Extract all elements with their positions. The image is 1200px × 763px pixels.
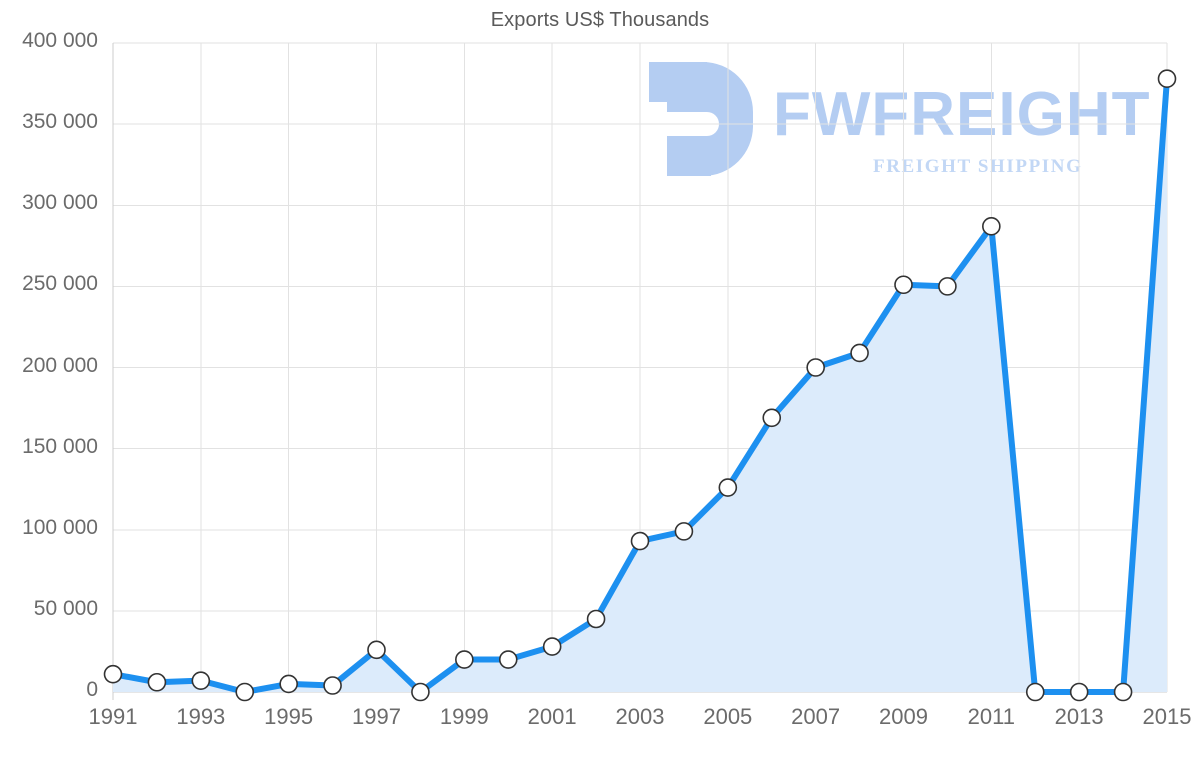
x-tick-label: 1995 — [264, 704, 314, 729]
y-tick-label: 200 000 — [22, 353, 98, 377]
y-tick-label: 300 000 — [22, 191, 98, 215]
data-point-marker[interactable] — [235, 682, 255, 702]
x-tick-label: 1999 — [439, 704, 489, 729]
x-tick-label: 1991 — [88, 704, 138, 729]
data-point-marker[interactable] — [455, 650, 474, 669]
data-point-marker[interactable] — [191, 671, 211, 690]
data-point-marker[interactable] — [542, 637, 562, 656]
x-tick-label: 1997 — [352, 704, 401, 729]
x-tick-label: 2003 — [615, 704, 665, 729]
data-point-marker[interactable] — [323, 676, 342, 695]
series-area-fill — [113, 78, 1167, 692]
data-point-marker[interactable] — [630, 531, 650, 551]
data-point-marker[interactable] — [586, 609, 606, 629]
data-point-marker[interactable] — [367, 640, 386, 660]
x-tick-label: 2009 — [879, 704, 928, 729]
data-point-marker[interactable] — [103, 664, 123, 684]
chart-title: Exports US$ Thousands — [490, 9, 710, 31]
data-point-marker[interactable] — [938, 277, 957, 296]
y-tick-label: 100 000 — [22, 515, 98, 539]
data-point-marker[interactable] — [850, 343, 869, 363]
y-tick-label: 250 000 — [22, 272, 98, 296]
x-tick-label: 2011 — [967, 704, 1015, 729]
x-tick-label: 2007 — [791, 704, 841, 729]
x-tick-label: 2015 — [1142, 704, 1192, 729]
data-point-marker[interactable] — [1025, 682, 1045, 702]
data-point-marker[interactable] — [1157, 69, 1177, 88]
data-point-marker[interactable] — [411, 682, 430, 702]
y-tick-label: 50 000 — [33, 596, 98, 620]
x-tick-label: 2013 — [1054, 704, 1104, 729]
y-tick-label: 400 000 — [22, 29, 98, 52]
y-tick-label: 0 — [86, 678, 98, 701]
data-point-marker[interactable] — [894, 275, 913, 295]
y-tick-label: 150 000 — [22, 434, 98, 458]
x-tick-label: 1993 — [176, 704, 226, 729]
data-point-marker[interactable] — [1069, 682, 1089, 702]
series-markers[interactable] — [103, 69, 1177, 702]
data-point-marker[interactable] — [147, 672, 167, 692]
data-point-marker[interactable] — [498, 650, 518, 669]
data-point-marker[interactable] — [674, 522, 694, 541]
x-tick-label: 2001 — [527, 704, 577, 729]
y-tick-label: 350 000 — [22, 110, 98, 134]
data-point-marker[interactable] — [762, 408, 782, 428]
x-tick-label: 2005 — [703, 704, 753, 729]
data-point-marker[interactable] — [718, 478, 738, 497]
data-point-marker[interactable] — [982, 217, 1001, 236]
data-point-marker[interactable] — [806, 358, 825, 377]
data-point-marker[interactable] — [279, 674, 298, 694]
data-point-marker[interactable] — [1113, 682, 1133, 702]
